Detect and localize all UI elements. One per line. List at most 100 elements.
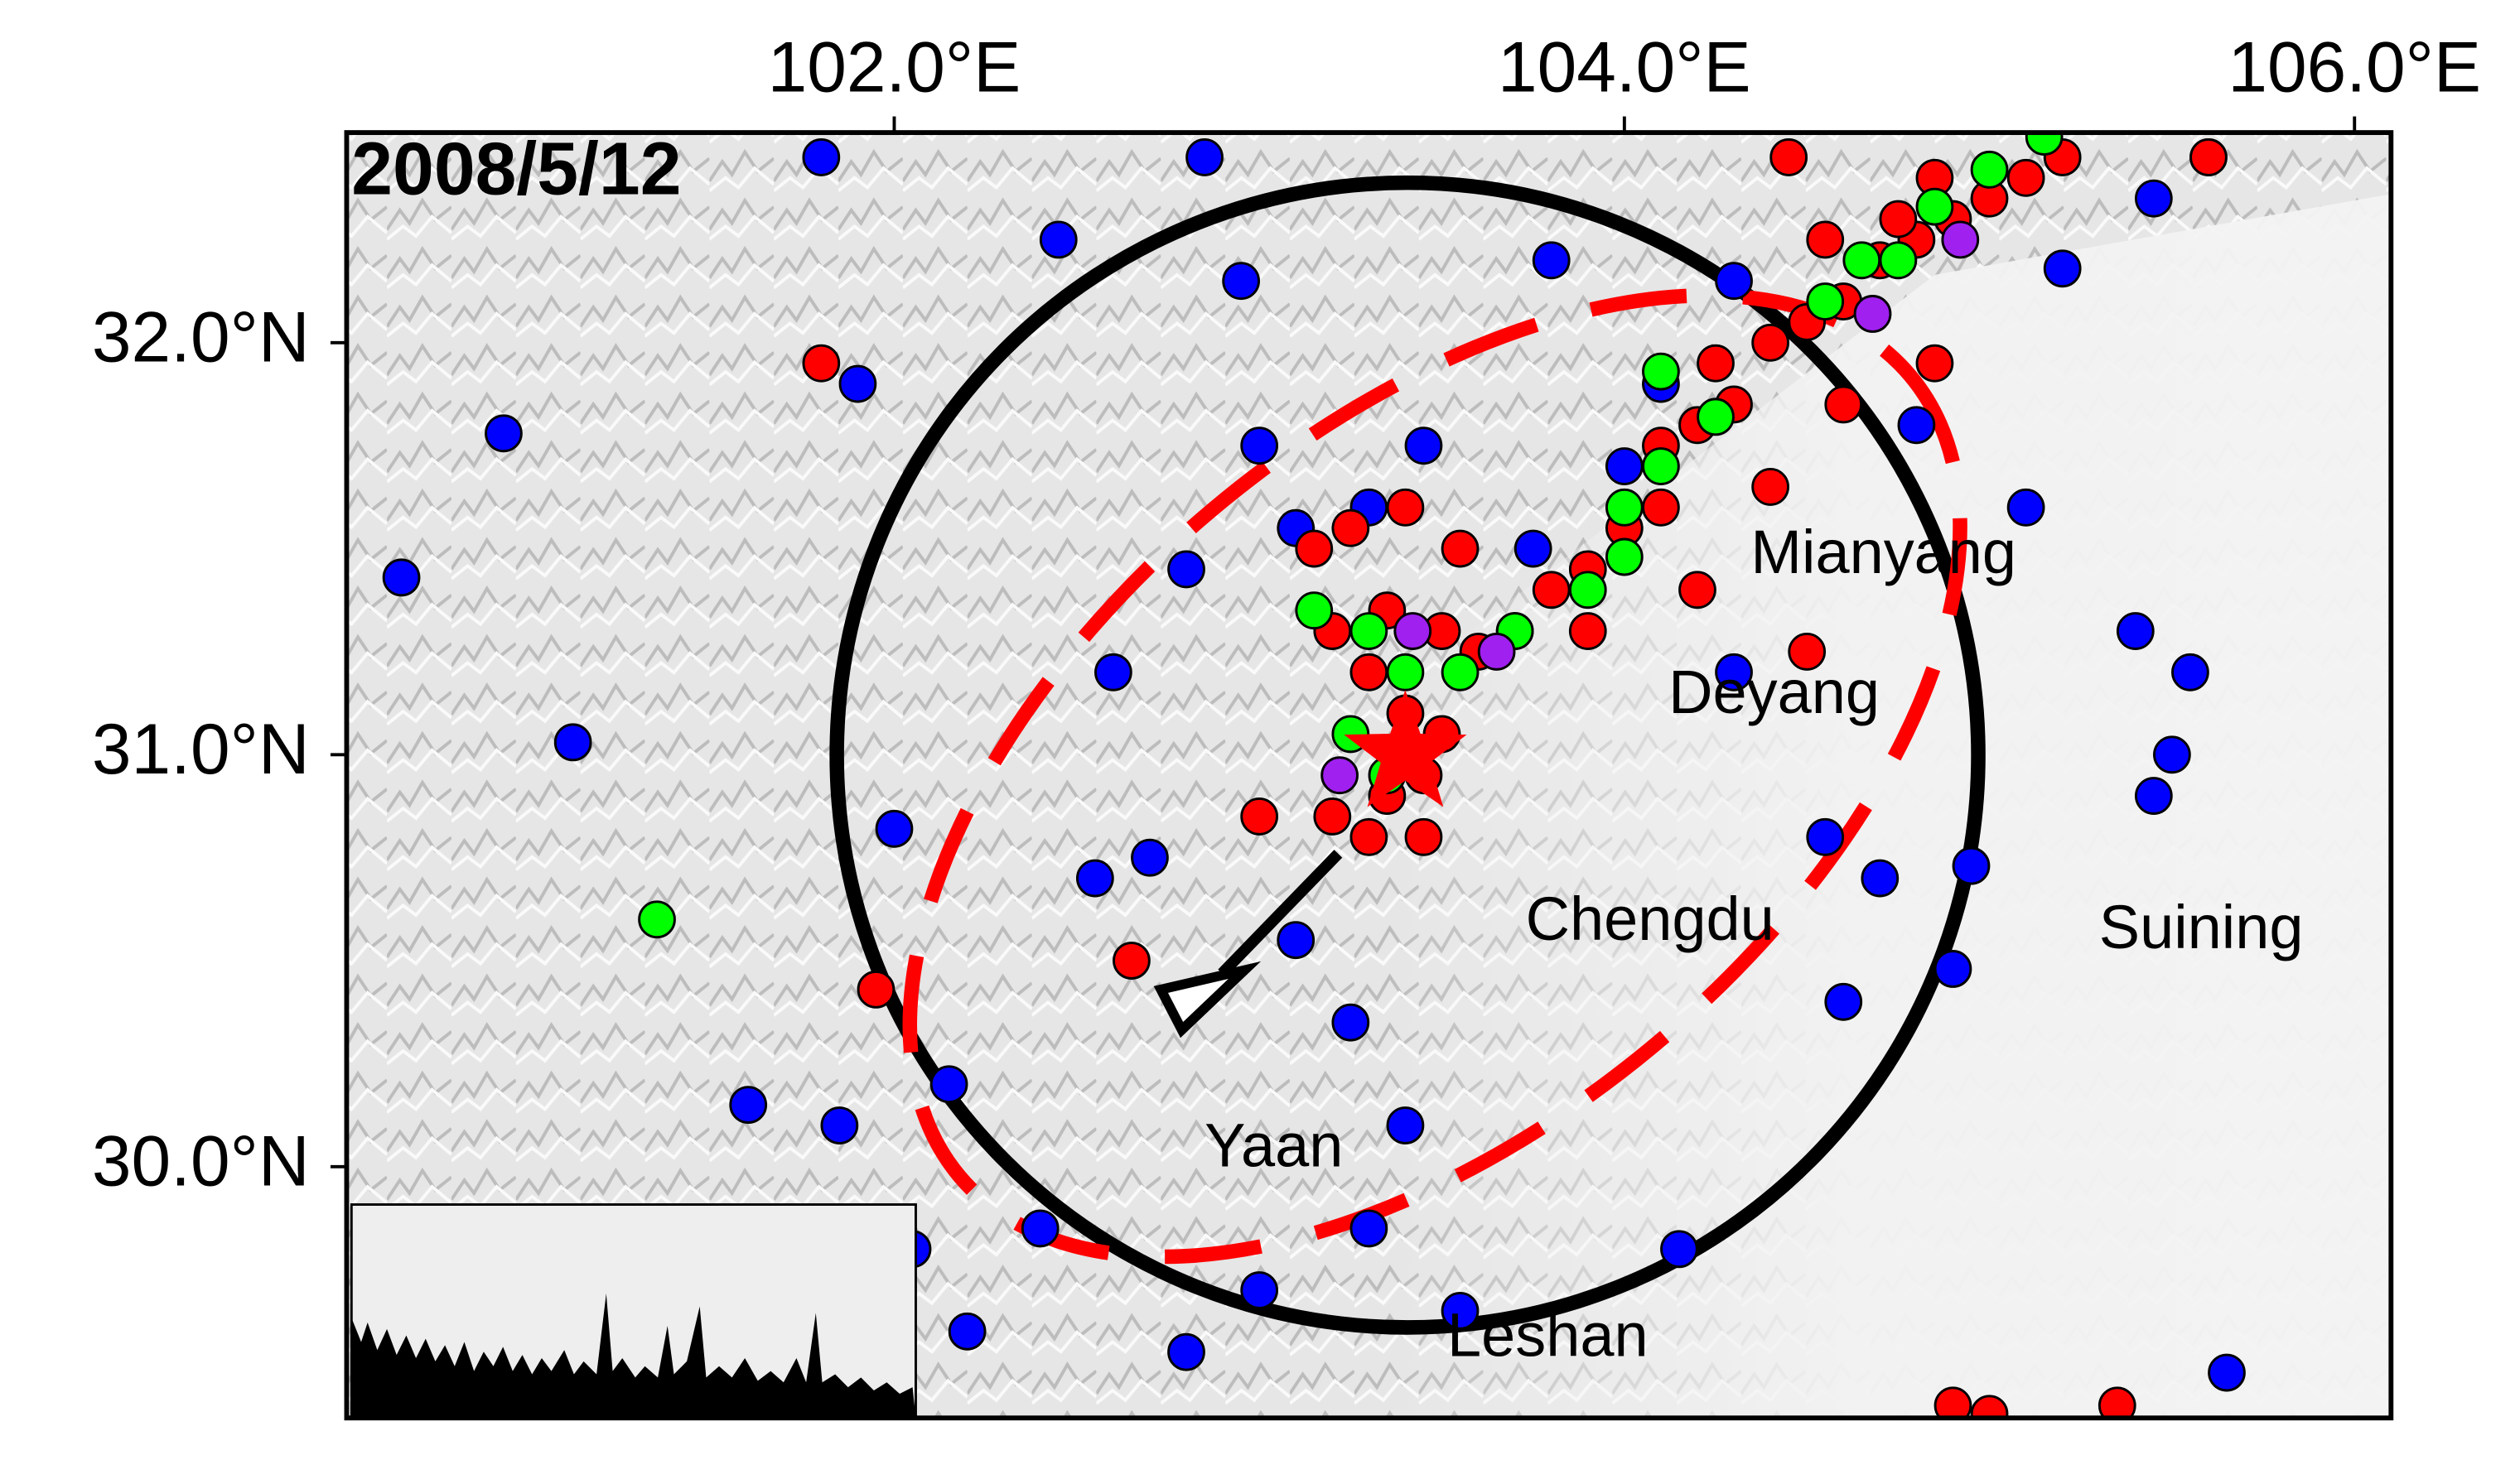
event-marker bbox=[1075, 859, 1114, 898]
overlay bbox=[829, 175, 1986, 1335]
event-marker bbox=[1532, 241, 1571, 280]
city-label: Yaan bbox=[1204, 1111, 1343, 1179]
event-marker bbox=[729, 1086, 768, 1125]
arrow-head bbox=[1153, 961, 1262, 1038]
x-tick-label: 106.0°E bbox=[2228, 27, 2481, 107]
event-marker bbox=[2098, 1386, 2136, 1419]
event-marker bbox=[553, 723, 592, 762]
event-marker bbox=[1915, 344, 1954, 383]
event-marker bbox=[929, 1065, 968, 1104]
event-marker bbox=[2208, 1353, 2246, 1392]
event-marker bbox=[2006, 488, 2045, 527]
event-marker bbox=[1568, 571, 1607, 610]
event-marker bbox=[1933, 1386, 1972, 1419]
event-marker bbox=[1441, 653, 1480, 691]
event-marker bbox=[1853, 295, 1892, 333]
event-marker bbox=[1167, 1332, 1205, 1371]
city-labels: Mianyang Deyang Chengdu Suining Yaan Leshan bbox=[1204, 518, 2303, 1369]
event-marker bbox=[1277, 921, 1316, 960]
x-tick-label: 104.0°E bbox=[1498, 27, 1751, 107]
event-marker bbox=[1386, 488, 1425, 527]
event-marker bbox=[1441, 529, 1480, 568]
event-marker bbox=[485, 414, 523, 453]
event-marker bbox=[1393, 612, 1432, 650]
radius-circle bbox=[829, 175, 1986, 1335]
event-marker bbox=[1824, 385, 1863, 424]
x-tick-label: 102.0°E bbox=[768, 27, 1021, 107]
event-marker bbox=[1568, 612, 1607, 650]
event-marker bbox=[1933, 950, 1972, 988]
event-marker bbox=[1021, 1209, 1060, 1248]
y-tick-label: 31.0°N bbox=[92, 710, 310, 789]
event-marker bbox=[1240, 797, 1279, 836]
event-marker bbox=[1441, 1291, 1480, 1330]
event-marker bbox=[1915, 187, 1954, 226]
event-marker bbox=[1094, 653, 1132, 691]
event-marker bbox=[1240, 1271, 1279, 1309]
inset-histogram bbox=[351, 1293, 916, 1419]
event-marker bbox=[1952, 846, 1991, 885]
event-marker bbox=[1678, 571, 1716, 610]
event-marker bbox=[1879, 200, 1918, 239]
event-marker bbox=[875, 809, 914, 848]
event-marker bbox=[1349, 653, 1388, 691]
date-label: 2008/5/12 bbox=[351, 128, 681, 210]
event-marker bbox=[1642, 352, 1680, 391]
event-marker bbox=[1039, 220, 1078, 259]
event-marker bbox=[1697, 344, 1735, 383]
event-marker bbox=[2153, 735, 2191, 774]
event-marker bbox=[802, 344, 841, 383]
event-marker bbox=[1605, 488, 1644, 527]
event-marker bbox=[2171, 653, 2209, 691]
event-marker bbox=[1897, 406, 1936, 445]
city-label: Deyang bbox=[1668, 658, 1880, 726]
event-marker bbox=[1404, 817, 1443, 856]
epicenter-star bbox=[1344, 690, 1467, 807]
event-marker bbox=[2025, 133, 2064, 157]
event-marker bbox=[1404, 426, 1443, 465]
frame bbox=[344, 130, 2394, 1421]
event-marker bbox=[1532, 571, 1571, 610]
event-marker bbox=[2006, 158, 2045, 197]
event-marker bbox=[1295, 591, 1334, 630]
event-marker bbox=[1769, 138, 1808, 176]
city-label: Leshan bbox=[1447, 1300, 1649, 1369]
event-marker bbox=[2189, 138, 2228, 176]
event-marker bbox=[1970, 150, 2009, 189]
event-marker bbox=[1240, 426, 1279, 465]
event-marker bbox=[1660, 1230, 1698, 1269]
event-marker bbox=[1185, 138, 1224, 176]
plain bbox=[1386, 194, 2392, 1419]
event-marker bbox=[1222, 262, 1260, 301]
event-marker bbox=[1349, 1209, 1388, 1248]
event-marker bbox=[1295, 529, 1334, 568]
inset bbox=[350, 1203, 917, 1419]
city-label: Chengdu bbox=[1526, 884, 1774, 953]
event-marker bbox=[1331, 508, 1370, 547]
y-tick-label: 32.0°N bbox=[92, 297, 310, 377]
event-marker bbox=[1715, 262, 1753, 301]
event-marker bbox=[2043, 249, 2082, 288]
event-marker bbox=[1941, 220, 1980, 259]
city-label: Suining bbox=[2099, 893, 2304, 961]
event-marker bbox=[1386, 1106, 1425, 1144]
event-marker bbox=[1824, 982, 1863, 1021]
event-marker bbox=[1386, 653, 1425, 691]
events bbox=[382, 133, 2246, 1419]
event-marker bbox=[1642, 488, 1680, 527]
event-marker bbox=[1879, 241, 1918, 280]
event-marker bbox=[1642, 447, 1680, 485]
event-marker bbox=[2134, 777, 2173, 815]
event-marker bbox=[948, 1312, 987, 1351]
event-marker bbox=[1861, 859, 1900, 898]
event-marker bbox=[638, 900, 676, 939]
event-marker bbox=[1331, 1003, 1370, 1042]
event-marker bbox=[1167, 550, 1205, 589]
event-marker bbox=[857, 970, 896, 1009]
rupture-ellipse bbox=[902, 287, 1967, 1265]
arrow-shaft bbox=[1218, 850, 1343, 978]
event-marker bbox=[1697, 398, 1735, 436]
event-marker bbox=[1320, 756, 1359, 795]
event-marker bbox=[1477, 632, 1516, 671]
